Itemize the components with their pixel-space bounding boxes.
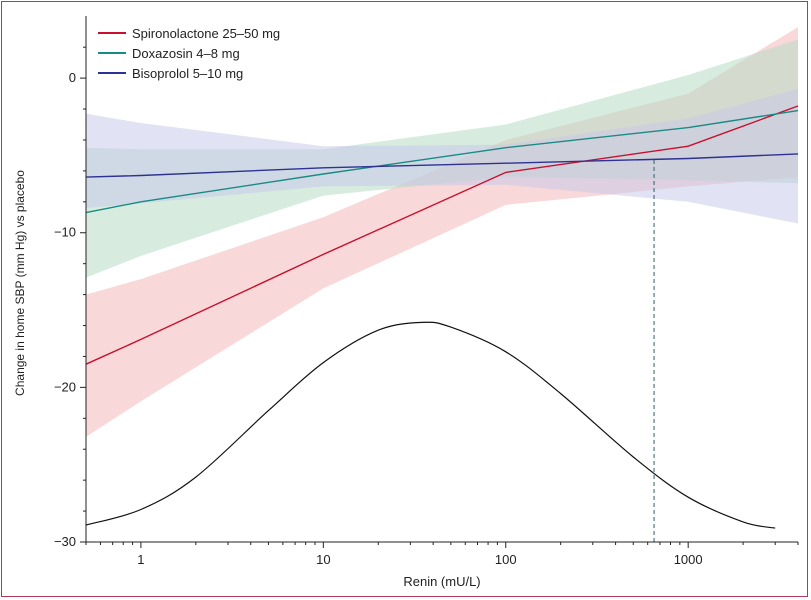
x-axis-label: Renin (mU/L) <box>403 574 480 589</box>
legend-label-2: Bisoprolol 5–10 mg <box>132 66 243 81</box>
axes: 0 −10 −20 −30 1 10 100 1000 <box>54 16 799 567</box>
x-tick-label-0: 1 <box>137 552 144 567</box>
x-tick-label-1: 10 <box>316 552 330 567</box>
distribution-curve-group <box>85 321 776 529</box>
confidence-bands <box>86 27 798 437</box>
series-lines <box>85 105 799 365</box>
y-tick-label-1: −10 <box>54 225 76 240</box>
legend: Spironolactone 25–50 mg Doxazosin 4–8 mg B… <box>98 26 280 81</box>
y-axis-label: Change in home SBP (mm Hg) vs placebo <box>13 170 27 396</box>
x-tick-label-2: 100 <box>495 552 517 567</box>
legend-label-1: Doxazosin 4–8 mg <box>132 46 240 61</box>
series-line-0 <box>85 105 799 365</box>
y-tick-label-0: 0 <box>69 70 76 85</box>
series-line-1 <box>85 109 799 214</box>
y-tick-label-2: −20 <box>54 379 76 394</box>
legend-label-0: Spironolactone 25–50 mg <box>132 26 280 41</box>
x-tick-label-3: 1000 <box>674 552 703 567</box>
series-line-2 <box>85 153 799 178</box>
y-tick-label-3: −30 <box>54 534 76 549</box>
distribution-curve <box>85 321 776 529</box>
